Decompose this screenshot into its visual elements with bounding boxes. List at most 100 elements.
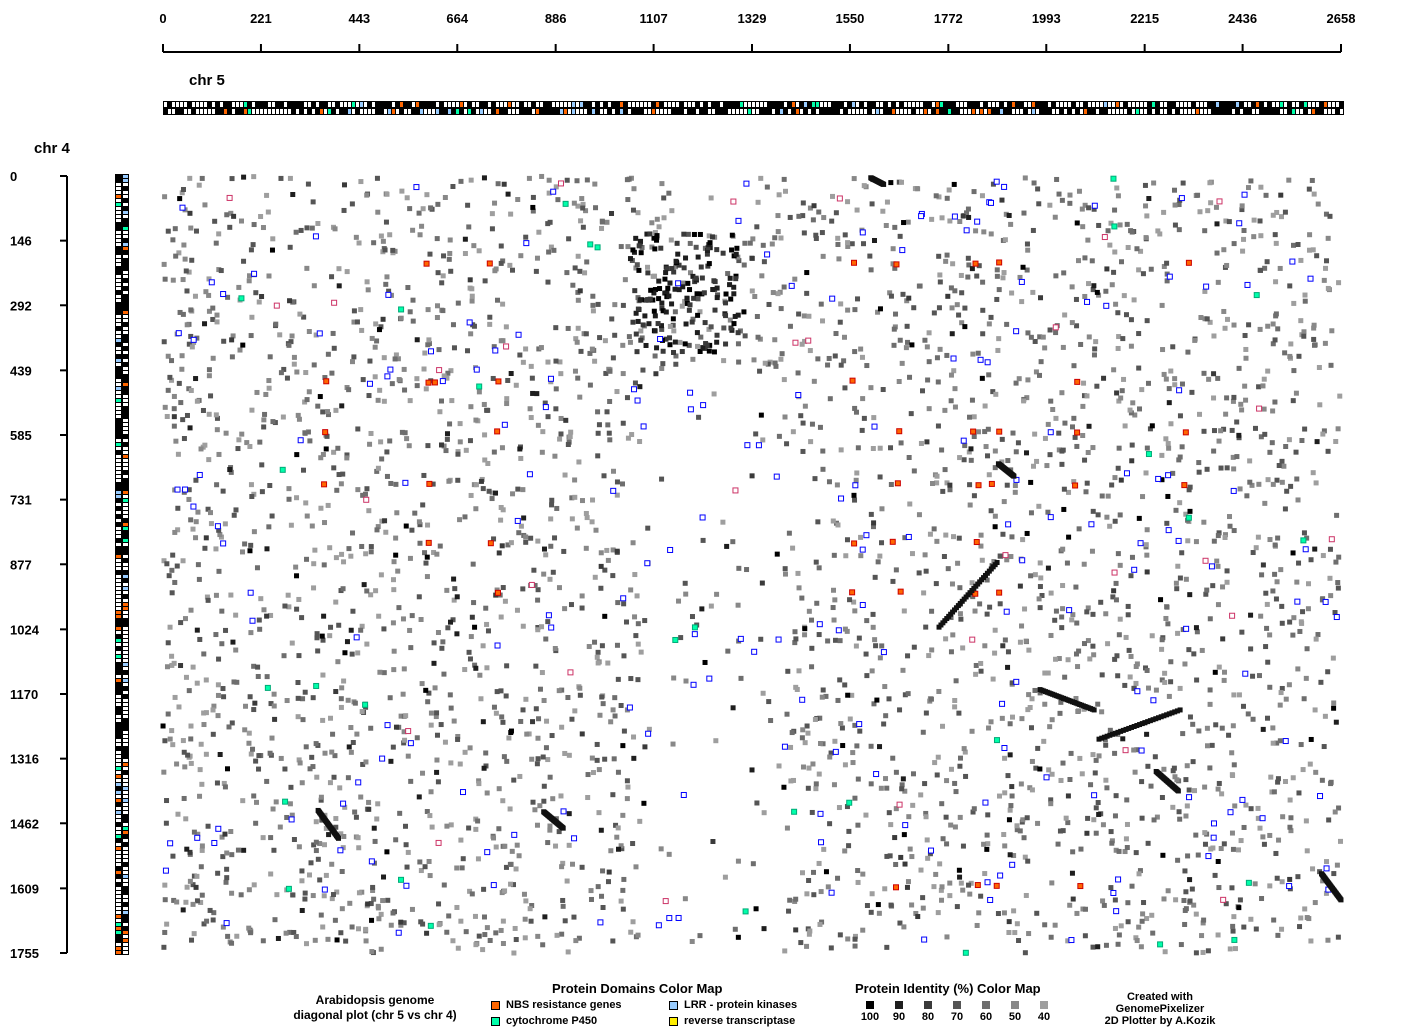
identity-hit [1296,790,1302,796]
identity-hit [434,315,440,321]
identity-hit [444,375,450,381]
identity-hit [602,613,608,619]
identity-hit [596,422,602,428]
identity-hit [939,447,945,453]
identity-hit [1176,457,1182,463]
identity-hit [1164,604,1170,610]
chr5-gene [1152,102,1155,107]
cluster-hit [652,246,658,252]
duplication-hit [1131,723,1137,729]
identity-hit [900,291,906,297]
identity-hit [900,667,906,673]
identity-hit [1193,539,1199,545]
identity-hit [937,346,943,352]
identity-hit [396,605,402,611]
identity-hit [554,505,560,511]
identity-hit [513,382,519,388]
identity-hit [1053,415,1059,421]
identity-hit [290,299,296,305]
identity-hit [992,627,998,633]
identity-hit [590,293,596,299]
lrr-kinase-hit [542,404,549,411]
chr4-gene [123,831,128,834]
identity-hit [996,336,1002,342]
identity-hit [434,769,440,775]
identity-hit [193,477,199,483]
chr4-gene [116,243,121,246]
cluster-hit [670,316,676,322]
identity-hit [1089,548,1095,554]
identity-hit [254,799,260,805]
chr5-gene [1008,109,1011,114]
identity-hit [450,322,456,328]
chr4-gene [116,175,121,178]
chr4-gene [123,803,128,806]
p450-hit [846,799,853,806]
identity-hit [630,841,636,847]
identity-hit [542,400,548,406]
identity-hit [299,780,305,786]
identity-hit [577,692,583,698]
chr5-gene [904,109,907,114]
chr5-gene [172,102,175,107]
identity-hit [614,492,620,498]
chr5-gene [1288,109,1291,114]
identity-hit [897,337,903,343]
identity-hit [1185,349,1191,355]
chr5-gene [176,109,179,114]
identity-hit [420,770,426,776]
identity-hit [446,478,452,484]
identity-hit [187,425,193,431]
identity-hit [1201,917,1207,923]
identity-hit [459,865,465,871]
lrr-kinase-hit [214,523,221,530]
chr5-gene [1248,109,1251,114]
chr5-gene [632,102,635,107]
lrr-kinase-hit [1013,678,1020,685]
chr5-gene [1260,102,1263,107]
identity-hit [969,580,975,586]
identity-hit [1113,793,1119,799]
identity-hit [378,439,384,445]
identity-hit [957,814,963,820]
chr4-gene [123,707,128,710]
identity-hit [187,175,193,181]
identity-hit [1095,701,1101,707]
identity-hit [571,200,577,206]
identity-hit [458,918,464,924]
rt-hit [896,801,903,808]
identity-hit [198,899,204,905]
identity-hit [635,210,641,216]
identity-hit [1037,560,1043,566]
identity-hit [528,363,534,369]
identity-hit [414,376,420,382]
chr5-gene [468,102,471,107]
chr5-gene [856,109,859,114]
identity-hit [1272,232,1278,238]
identity-hit [333,689,339,695]
identity-hit [541,697,547,703]
duplication-hit [1118,728,1124,734]
chr4-gene [123,207,128,210]
identity-hit [1221,426,1227,432]
identity-hit [1134,661,1140,667]
cluster-hit [697,348,703,354]
identity-hit [944,841,950,847]
chr5-gene [556,102,559,107]
identity-hit [1092,346,1098,352]
chr5-gene [912,109,915,114]
chr4-gene [123,891,128,894]
identity-hit [1247,479,1253,485]
identity-hit [1316,364,1322,370]
identity-hit [1159,302,1165,308]
identity-hit [575,297,581,303]
identity-hit [1126,647,1132,653]
identity-hit [427,873,433,879]
chr5-gene [204,109,207,114]
identity-hit [1136,331,1142,337]
identity-hit [350,530,356,536]
identity-hit [375,524,381,530]
identity-hit [319,633,325,639]
identity-hit [836,256,842,262]
identity-hit [1076,648,1082,654]
